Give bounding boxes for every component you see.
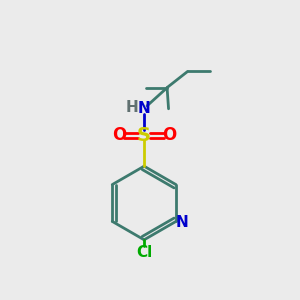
Text: O: O: [112, 126, 126, 144]
Text: Cl: Cl: [136, 245, 152, 260]
Text: N: N: [176, 215, 189, 230]
Text: O: O: [162, 126, 176, 144]
Text: N: N: [138, 101, 151, 116]
Text: S: S: [137, 126, 151, 145]
Text: H: H: [125, 100, 138, 115]
